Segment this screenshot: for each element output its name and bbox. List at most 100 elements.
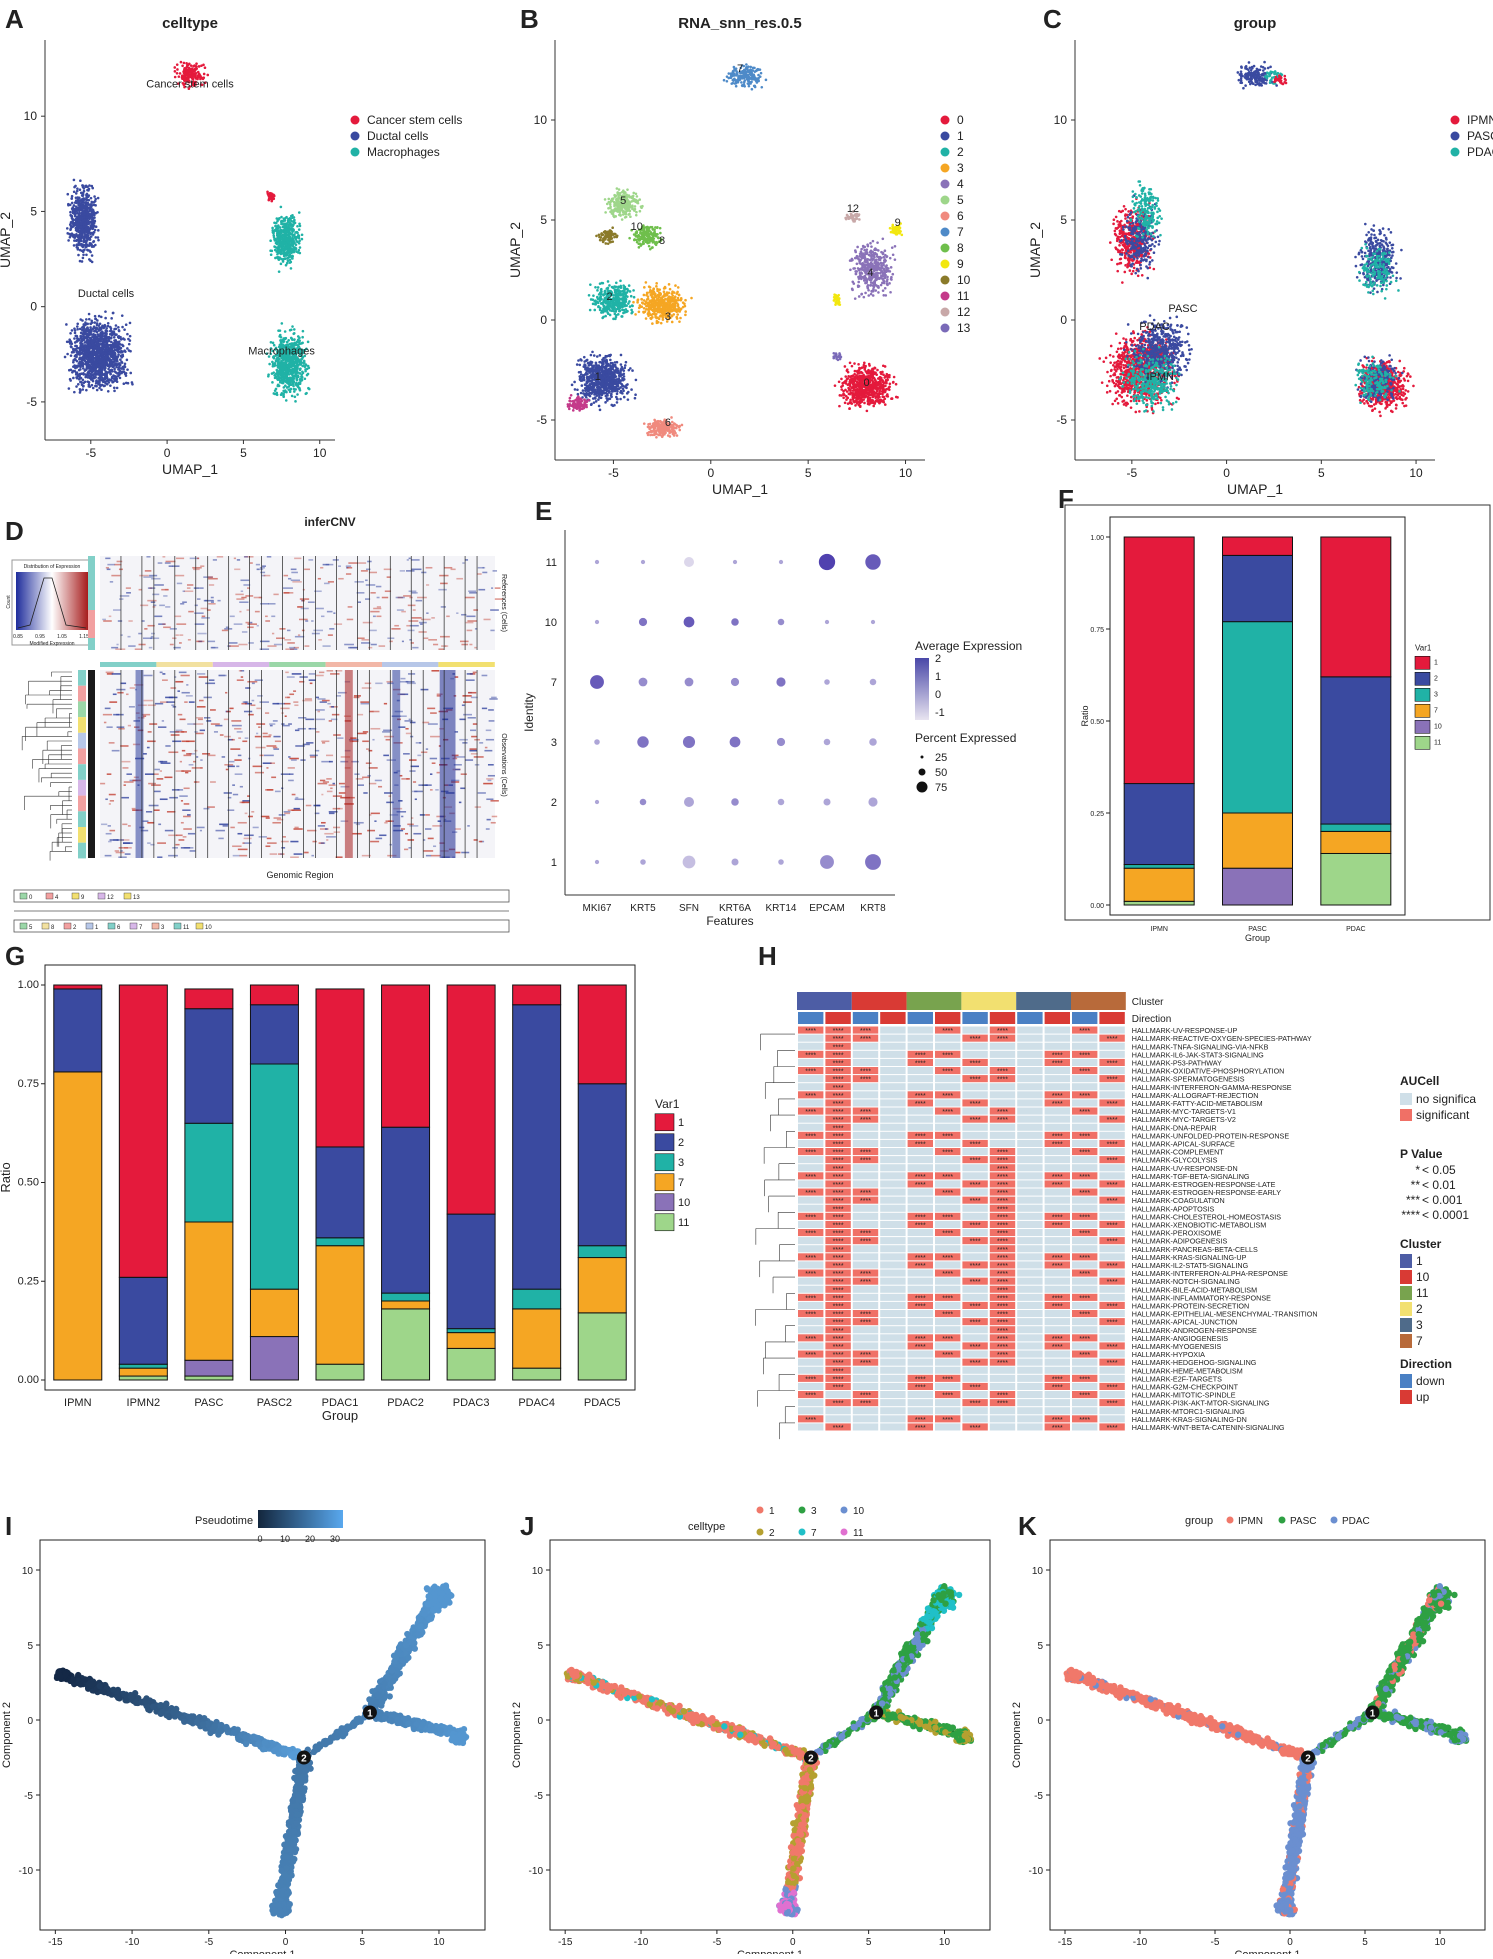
umap-point [94,318,97,321]
umap-point [76,223,79,226]
umap-point [88,217,91,220]
umap-point [89,220,92,223]
umap-point [193,75,196,78]
umap-point [202,64,205,67]
umap-point [83,187,86,190]
umap-point [70,227,73,230]
umap-point [70,215,73,218]
umap-point [85,241,88,244]
umap-point [77,242,80,245]
umap-point [83,206,86,209]
umap-point [75,202,78,205]
umap-point [77,383,80,386]
umap-point [178,75,181,78]
umap-point [93,195,96,198]
x-tick-label: 10 [313,446,327,460]
umap-point [66,193,69,196]
umap-point [122,382,125,385]
umap-point [77,254,80,257]
umap-point [67,239,70,242]
panel-label-K: K [1018,1511,1037,1541]
umap-point [126,359,129,362]
umap-point [87,195,90,198]
umap-point [86,199,89,202]
umap-point [77,204,80,207]
umap-point [76,187,79,190]
umap-point [91,218,94,221]
umap-point [77,212,80,215]
umap-point [186,65,189,68]
umap-point [71,202,74,205]
umap-point [113,386,116,389]
figure: ABCDEFGHIJKcelltype-505101050-5UMAP_1UMA… [0,0,1493,1954]
umap-point [89,251,92,254]
umap-point [82,253,85,256]
umap-point [78,231,81,234]
umap-point [90,206,93,209]
umap-point [109,384,112,387]
umap-point [82,184,85,187]
umap-point [203,73,206,76]
umap-point [186,70,189,73]
umap-point [129,335,132,338]
panel-label-J: J [520,1511,534,1541]
umap-point [181,64,184,67]
x-axis-title: UMAP_1 [162,461,218,477]
umap-point [86,231,89,234]
umap-point [76,190,79,193]
umap-point [75,227,78,230]
umap-point [73,179,76,182]
umap-point [71,195,74,198]
umap-point [90,197,93,200]
x-tick-label: 5 [240,446,247,460]
umap-point [106,383,109,386]
umap-point [85,228,88,231]
umap-point [93,225,96,228]
umap-point [74,185,77,188]
umap-point [86,237,89,240]
umap-point [104,317,107,320]
umap-point [176,72,179,75]
umap-point [69,211,72,214]
umap-point [81,319,84,322]
umap-point [70,221,73,224]
x-tick-label: 0 [164,446,171,460]
umap-point [79,260,82,263]
umap-point [173,66,176,69]
umap-point [73,190,76,193]
umap-point [94,204,97,207]
umap-point [73,204,76,207]
umap-point [192,70,195,73]
umap-point [79,216,82,219]
umap-point [115,333,118,336]
umap-point [80,243,83,246]
umap-point [80,192,83,195]
umap-point [89,259,92,262]
umap-point [78,369,81,372]
umap-point [128,343,131,346]
umap-point [88,238,91,241]
umap-point [195,65,198,68]
umap-point [93,222,96,225]
umap-point [126,347,129,350]
umap-point [71,232,74,235]
panel-label-D: D [5,516,24,546]
umap-point [71,207,74,210]
umap-point [93,211,96,214]
umap-point [94,315,97,318]
umap-point [94,236,97,239]
panel-label-A: A [5,4,24,34]
umap-point [88,229,91,232]
umap-point [191,73,194,76]
umap-point [72,377,75,380]
umap-point [183,69,186,72]
y-tick-label: 5 [30,204,37,218]
umap-point [97,239,100,242]
umap-point [69,236,72,239]
x-tick-label: -5 [85,446,96,460]
umap-point [94,229,97,232]
umap-point [78,209,81,212]
umap-point [80,230,83,233]
umap-point [180,61,183,64]
y-axis-title: UMAP_2 [0,212,13,268]
